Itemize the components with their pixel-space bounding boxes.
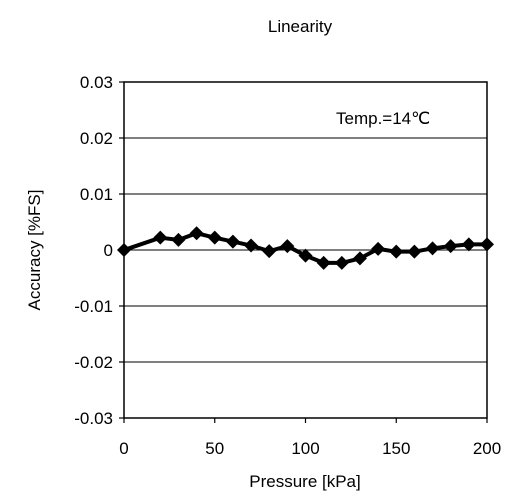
data-point-marker — [244, 238, 259, 253]
data-point-marker — [207, 230, 222, 245]
x-tick-label: 100 — [291, 439, 319, 458]
data-point-marker — [298, 248, 313, 263]
data-point-marker — [407, 244, 422, 259]
y-axis-title: Accuracy [%FS] — [25, 190, 44, 311]
data-point-marker — [443, 239, 458, 254]
temperature-annotation: Temp.=14℃ — [336, 109, 430, 128]
x-tick-label: 150 — [382, 439, 410, 458]
chart-title: Linearity — [268, 17, 333, 36]
data-point-marker — [334, 255, 349, 270]
data-point-marker — [189, 226, 204, 241]
x-axis-title: Pressure [kPa] — [249, 472, 361, 491]
y-tick-label: 0.03 — [80, 73, 113, 92]
data-point-marker — [389, 244, 404, 259]
y-tick-label: 0.02 — [80, 129, 113, 148]
data-point-marker — [225, 234, 240, 249]
y-tick-label: 0 — [104, 241, 113, 260]
data-point-marker — [461, 237, 476, 252]
x-tick-label: 0 — [119, 439, 128, 458]
x-tick-label: 50 — [205, 439, 224, 458]
y-tick-label: 0.01 — [80, 185, 113, 204]
data-point-marker — [262, 244, 277, 259]
series-group — [117, 226, 494, 270]
y-tick-label: -0.02 — [74, 353, 113, 372]
data-point-marker — [425, 241, 440, 256]
data-point-marker — [171, 232, 186, 247]
data-point-marker — [280, 239, 295, 254]
y-tick-label: -0.01 — [74, 297, 113, 316]
data-point-marker — [316, 255, 331, 270]
x-axis-ticks: 0 50 100 150 200 — [119, 418, 501, 458]
data-point-marker — [153, 230, 168, 245]
data-point-marker — [480, 237, 494, 252]
data-point-marker — [117, 243, 131, 257]
data-point-marker — [371, 241, 386, 256]
y-tick-label: -0.03 — [74, 409, 113, 428]
y-axis-ticks: 0.03 0.02 0.01 0 -0.01 -0.02 -0.03 — [74, 73, 124, 428]
x-tick-label: 200 — [473, 439, 501, 458]
data-point-marker — [352, 251, 367, 266]
